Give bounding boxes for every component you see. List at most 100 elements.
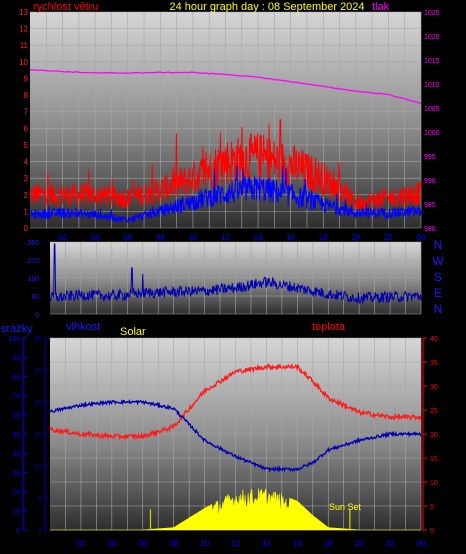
compass-w: W	[432, 254, 444, 268]
hour-tick-label: 12	[221, 233, 230, 242]
pressure-label: tlak	[372, 1, 390, 13]
hour-tick-label: 12	[231, 539, 240, 548]
hour-tick-label: 10	[200, 539, 209, 548]
humidity-label: vlhkost	[66, 321, 100, 333]
temperature-tick-label: 15	[430, 456, 438, 463]
compass-n-bottom: N	[434, 302, 443, 316]
temperature-tick-label: 0	[430, 528, 434, 535]
wind-speed-tick-label: 9	[24, 74, 29, 83]
pressure-tick-label: 980	[424, 226, 436, 233]
hour-tick-label: 22	[384, 233, 393, 242]
pressure-tick-label: 1010	[424, 82, 440, 89]
hour-tick-label: 04	[91, 233, 100, 242]
pressure-tick-label: 995	[424, 154, 436, 161]
compass-n-top: N	[434, 238, 443, 252]
wind-speed-tick-label: 6	[24, 124, 29, 133]
temperature-tick-label: 20	[430, 432, 438, 439]
rain-tick-label: 20	[12, 490, 20, 497]
humidity-tick-label: 25	[34, 368, 42, 375]
hour-tick-label: 14	[262, 539, 271, 548]
rain-tick-label: 70	[12, 394, 20, 401]
pressure-tick-label: 1015	[424, 58, 440, 65]
wind-speed-label: rychlost větru	[33, 1, 98, 13]
temperature-tick-label: 10	[430, 480, 438, 487]
wind-speed-tick-label: 2	[24, 191, 29, 200]
rain-tick-label: 90	[12, 355, 20, 362]
rain-tick-label: 40	[12, 451, 20, 458]
direction-tick-label: 180	[27, 276, 39, 283]
temperature-tick-label: 40	[430, 336, 438, 343]
hour-tick-label: 00	[417, 233, 426, 242]
temperature-tick-label: 30	[430, 384, 438, 391]
pressure-tick-label: 990	[424, 178, 436, 185]
wind-speed-tick-label: 4	[24, 158, 29, 167]
hour-tick-label: 00	[417, 539, 426, 548]
hour-tick-label: 06	[123, 233, 132, 242]
rain-tick-label: 30	[12, 470, 20, 477]
rain-tick-label: 100	[8, 336, 20, 343]
rain-tick-label: 0	[16, 528, 20, 535]
rain-tick-label: 10	[12, 509, 20, 516]
pressure-tick-label: 1005	[424, 106, 440, 113]
wind-direction-series	[49, 243, 422, 305]
pressure-series	[29, 69, 422, 105]
humidity-tick-label: 0	[38, 528, 42, 535]
hour-tick-label: 02	[58, 233, 67, 242]
solar-series	[50, 488, 421, 531]
temperature-tick-label: 5	[430, 504, 434, 511]
hour-tick-label: 02	[76, 539, 85, 548]
rain-tick-label: 50	[12, 432, 20, 439]
wind-speed-tick-label: 11	[20, 41, 29, 50]
temperature-series	[49, 362, 422, 441]
wind-speed-tick-label: 5	[24, 141, 29, 150]
hour-tick-label: 18	[324, 539, 333, 548]
hour-tick-label: 20	[351, 233, 360, 242]
wind-speed-tick-label: 13	[19, 8, 28, 17]
hour-tick-label: 16	[286, 233, 295, 242]
graph-title: 24 hour graph day : 08 September 2024	[169, 1, 364, 13]
wind-speed-tick-label: 0	[24, 224, 29, 233]
humidity-tick-label: 10	[34, 464, 42, 471]
temperature-tick-label: 35	[430, 360, 438, 367]
wind-speed-tick-label: 8	[24, 91, 29, 100]
direction-tick-label: 360	[27, 240, 39, 247]
hour-tick-label: 04	[107, 539, 116, 548]
direction-tick-label: 0	[35, 312, 39, 319]
temperature-label: teplota	[312, 321, 346, 333]
wind-average-series	[29, 165, 422, 224]
pressure-tick-label: 1000	[424, 130, 440, 137]
pressure-tick-label: 1020	[424, 34, 440, 41]
hour-tick-label: 06	[138, 539, 147, 548]
humidity-tick-label: 30	[34, 336, 42, 343]
pressure-tick-label: 1025	[424, 10, 440, 17]
direction-tick-label: 90	[31, 294, 39, 301]
hour-tick-label: 18	[319, 233, 328, 242]
rain-tick-label: 60	[12, 413, 20, 420]
hour-tick-label: 20	[355, 539, 364, 548]
hour-tick-label: 08	[169, 539, 178, 548]
hour-tick-label: 22	[386, 539, 395, 548]
hour-tick-label: 16	[293, 539, 302, 548]
pressure-tick-label: 985	[424, 202, 436, 209]
humidity-tick-label: 5	[38, 496, 42, 503]
sunset-label: Sun Set	[329, 502, 362, 512]
wind-speed-tick-label: 12	[19, 25, 28, 34]
compass-e: E	[434, 286, 442, 300]
wind-gust-series	[29, 118, 422, 211]
solar-label: Solar	[120, 326, 146, 338]
compass-s: S	[434, 270, 442, 284]
rain-tick-label: 80	[12, 374, 20, 381]
hour-tick-label: 14	[254, 233, 263, 242]
direction-tick-label: 270	[27, 258, 39, 265]
wind-speed-tick-label: 10	[19, 58, 28, 67]
hour-tick-label: 08	[156, 233, 165, 242]
wind-speed-tick-label: 1	[24, 207, 29, 216]
wind-speed-tick-label: 7	[24, 108, 29, 117]
hour-tick-label: 10	[188, 233, 197, 242]
humidity-series	[49, 398, 422, 473]
temperature-tick-label: 25	[430, 408, 438, 415]
humidity-tick-label: 20	[34, 400, 42, 407]
rain-label: srážky	[1, 323, 33, 335]
wind-speed-tick-label: 3	[24, 174, 29, 183]
